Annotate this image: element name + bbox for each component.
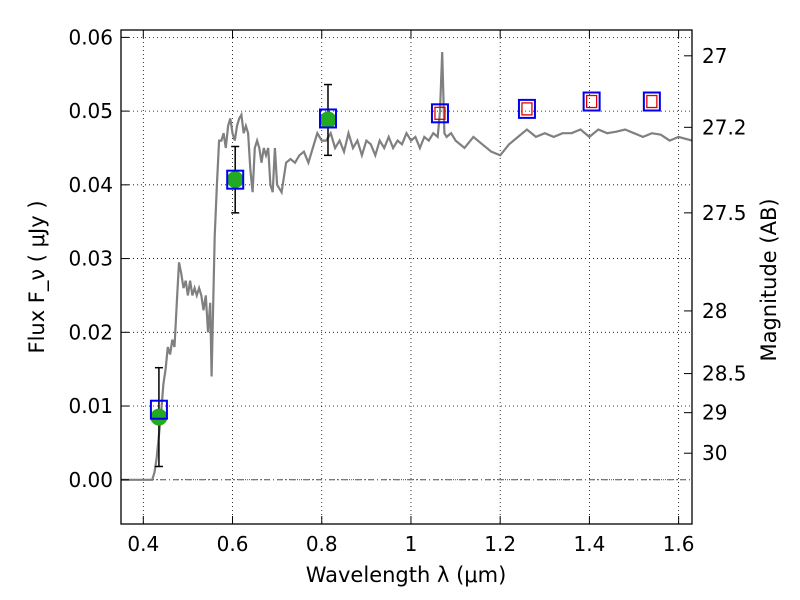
right-tick-label: 29	[702, 401, 727, 425]
y-tick-label: 0.06	[68, 25, 113, 49]
observed-point	[150, 408, 168, 426]
model-box	[318, 108, 337, 129]
y-tick-label: 0.02	[68, 320, 113, 344]
y-tick-label: 0.04	[68, 173, 113, 197]
model-boxes	[149, 91, 661, 420]
predicted-boxes	[434, 94, 658, 120]
right-tick-label: 28.5	[702, 362, 747, 386]
y-ticks: 0.00 0.01 0.02 0.03 0.04 0.05 0.06	[68, 25, 129, 492]
y-axis-label: Flux F_ν ( μJy )	[25, 200, 50, 353]
x-tick-label: 0.4	[127, 532, 159, 556]
right-tick-label: 27.2	[702, 115, 747, 139]
y-tick-label: 0.03	[68, 247, 113, 271]
predicted-box	[585, 94, 598, 109]
observed-point	[319, 111, 337, 129]
model-box	[226, 169, 245, 190]
predicted-box	[521, 102, 533, 116]
x-tick-label: 0.6	[217, 532, 249, 556]
observed-point	[226, 171, 244, 189]
x-tick-label: 1.2	[484, 532, 516, 556]
model-box	[430, 103, 449, 124]
x-axis-label: Wavelength λ (μm)	[306, 563, 507, 587]
x-tick-label: 1	[405, 532, 418, 556]
right-axis-label: Magnitude (AB)	[757, 198, 781, 361]
model-box	[149, 399, 168, 420]
y-tick-label: 0.05	[68, 99, 113, 123]
model-spectrum-line	[121, 52, 693, 481]
predicted-box	[646, 94, 658, 109]
predicted-box	[434, 106, 446, 120]
model-box	[582, 91, 601, 112]
x-tick-label: 1.4	[573, 532, 605, 556]
right-tick-label: 30	[702, 441, 727, 465]
x-tick-label: 0.8	[306, 532, 338, 556]
grid	[121, 30, 692, 524]
right-tick-label: 27	[702, 44, 727, 68]
right-ticks: 27 27.2 27.5 28 28.5 29 30	[684, 44, 747, 465]
x-tick-label: 1.6	[663, 532, 695, 556]
x-ticks: 0.4 0.6 0.8 1 1.2 1.4 1.6	[127, 30, 695, 556]
right-tick-label: 28	[702, 299, 727, 323]
model-box	[517, 98, 536, 119]
plot-frame	[120, 29, 693, 525]
y-tick-label: 0.01	[68, 394, 113, 418]
model-box	[642, 91, 661, 112]
y-tick-label: 0.00	[68, 468, 113, 492]
right-tick-label: 27.5	[702, 201, 747, 225]
